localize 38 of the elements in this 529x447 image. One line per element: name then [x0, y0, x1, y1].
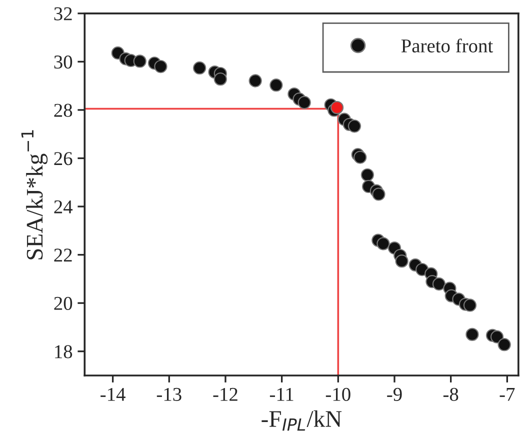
x-tick-label: -8 [443, 388, 458, 401]
y-tick-label: 26 [54, 152, 72, 166]
point [154, 60, 168, 74]
point [490, 330, 504, 344]
point [214, 72, 227, 86]
y-tick-label: 20 [54, 296, 72, 310]
x-tick-label: -14 [100, 388, 126, 401]
y-tick-label: 30 [54, 56, 72, 69]
y-tick-label: 24 [54, 200, 73, 214]
x-tick-label: -13 [156, 388, 182, 401]
x-tick-label: -11 [270, 388, 294, 401]
point [360, 168, 374, 182]
x-tick-label: -7 [500, 388, 515, 401]
point [395, 254, 408, 268]
point [354, 150, 367, 164]
y-tick-label: 18 [55, 345, 72, 358]
y-tick-label: 32 [54, 7, 72, 20]
point [270, 78, 283, 92]
y-tick-label: 28 [54, 104, 72, 117]
y-axis-title: SEA/kJ*kg$^{−1}$ [21, 130, 48, 260]
point [192, 61, 206, 75]
y-tick-label: 22 [54, 248, 72, 262]
point [466, 328, 479, 342]
point [376, 237, 390, 250]
x-tick-label: -10 [326, 388, 350, 401]
point [348, 120, 362, 133]
point [133, 54, 146, 68]
legend-label: Pareto front [401, 38, 494, 52]
x-tick-label: -9 [387, 388, 402, 401]
point [372, 188, 386, 201]
point [498, 338, 511, 352]
x-axis-title: -F$_{IPL}$/kN [262, 410, 342, 431]
point [298, 96, 311, 110]
point [330, 100, 344, 114]
point [463, 298, 477, 312]
point [432, 277, 446, 291]
point [248, 74, 262, 88]
x-tick-label: -12 [213, 388, 238, 401]
